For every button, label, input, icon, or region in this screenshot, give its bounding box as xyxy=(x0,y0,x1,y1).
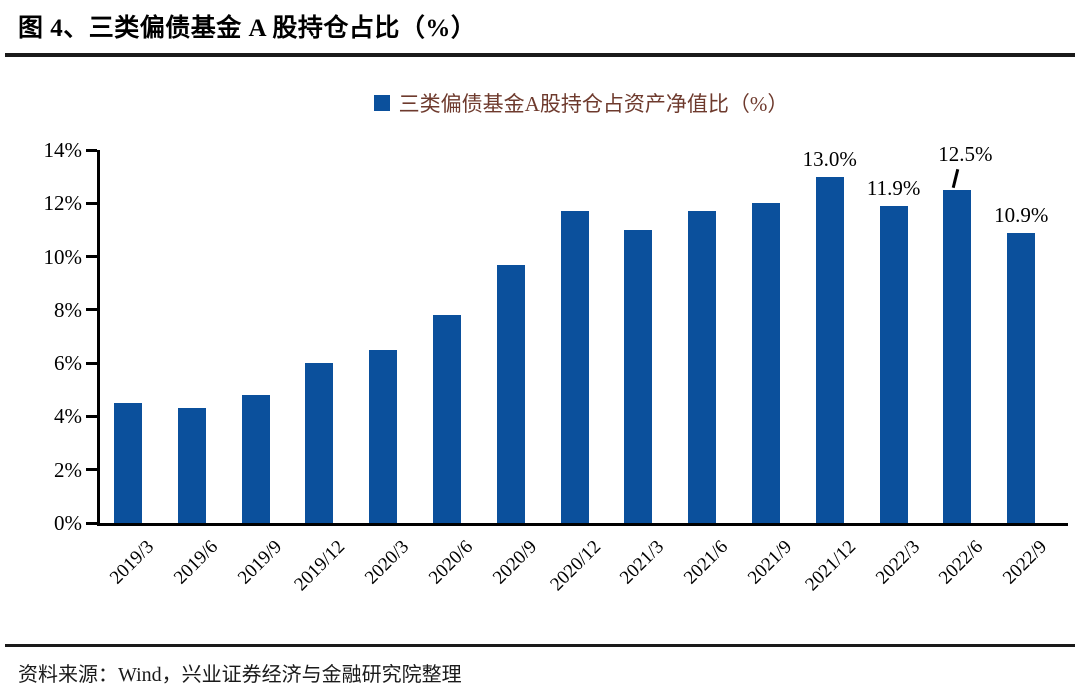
bar-2021/9 xyxy=(752,203,780,523)
y-axis-tick xyxy=(86,521,97,525)
y-axis-label: 10% xyxy=(43,244,83,269)
data-label-leader-line xyxy=(952,168,960,189)
bar-2019/3 xyxy=(114,403,142,523)
title-divider xyxy=(5,53,1075,57)
source-note: 资料来源：Wind，兴业证券经济与金融研究院整理 xyxy=(18,664,462,686)
legend-label: 三类偏债基金A股持仓占资产净值比（%） xyxy=(398,92,789,116)
bar-2021/6 xyxy=(688,211,717,523)
y-axis-tick xyxy=(86,361,97,365)
data-label: 10.9% xyxy=(994,202,1049,227)
x-axis-label: 2020/3 xyxy=(361,536,414,589)
data-label: 13.0% xyxy=(802,146,857,171)
y-axis-label: 2% xyxy=(54,457,82,482)
y-axis-label: 0% xyxy=(54,511,82,535)
bar-2020/12 xyxy=(560,211,589,523)
x-axis-label: 2021/12 xyxy=(801,536,860,596)
bar-2019/9 xyxy=(241,395,270,523)
figure-title: 图 4、三类偏债基金 A 股持仓占比（%） xyxy=(18,15,477,42)
x-axis-label: 2022/3 xyxy=(871,536,924,589)
y-axis-label: 8% xyxy=(54,297,82,322)
bar-2020/3 xyxy=(369,349,398,523)
footer-divider xyxy=(5,644,1075,647)
y-axis-tick xyxy=(86,468,97,472)
y-axis-label: 6% xyxy=(54,351,82,376)
x-axis-label: 2020/12 xyxy=(545,536,605,596)
x-axis-label: 2019/9 xyxy=(233,536,286,589)
x-axis-label: 2020/9 xyxy=(488,536,541,589)
bar-chart-plot-area: 0% 2% 4% 6% 8% 10% 12% 14% 2019/3 2019/6 2019/9 201… xyxy=(44,140,1068,595)
bar-2022/9 xyxy=(1007,232,1036,523)
y-axis-tick xyxy=(86,255,97,259)
x-axis-label: 2019/12 xyxy=(290,536,350,596)
x-axis-label: 2021/3 xyxy=(616,536,669,589)
x-axis-label: 2020/6 xyxy=(424,536,478,589)
bar-2020/6 xyxy=(433,315,461,523)
data-label: 12.5% xyxy=(938,141,993,166)
bar-2022/3 xyxy=(879,205,908,523)
bar-2019/6 xyxy=(177,408,206,523)
data-label: 11.9% xyxy=(866,175,921,200)
chart-legend: 三类偏债基金A股持仓占资产净值比（%） xyxy=(97,88,1065,118)
bar-2021/3 xyxy=(624,229,653,523)
y-axis-label: 12% xyxy=(43,191,83,216)
bar-2019/12 xyxy=(305,363,334,523)
x-axis-label: 2022/9 xyxy=(999,536,1052,589)
bar-2020/9 xyxy=(496,264,525,523)
y-axis-tick xyxy=(86,308,97,312)
y-axis-label: 14% xyxy=(43,138,83,162)
x-axis-label: 2021/9 xyxy=(743,536,797,589)
x-axis-label: 2019/6 xyxy=(169,536,222,589)
y-axis-tick xyxy=(86,148,97,152)
bar-2021/12 xyxy=(815,176,844,523)
x-axis-label: 2019/3 xyxy=(105,536,159,589)
y-axis-tick xyxy=(86,201,97,205)
x-axis-label: 2022/6 xyxy=(935,536,988,589)
legend-square-icon xyxy=(373,95,390,111)
y-axis-tick xyxy=(86,414,97,418)
x-axis-label: 2021/6 xyxy=(680,536,733,589)
y-axis-label: 4% xyxy=(54,404,82,429)
bar-2022/6 xyxy=(943,189,972,523)
